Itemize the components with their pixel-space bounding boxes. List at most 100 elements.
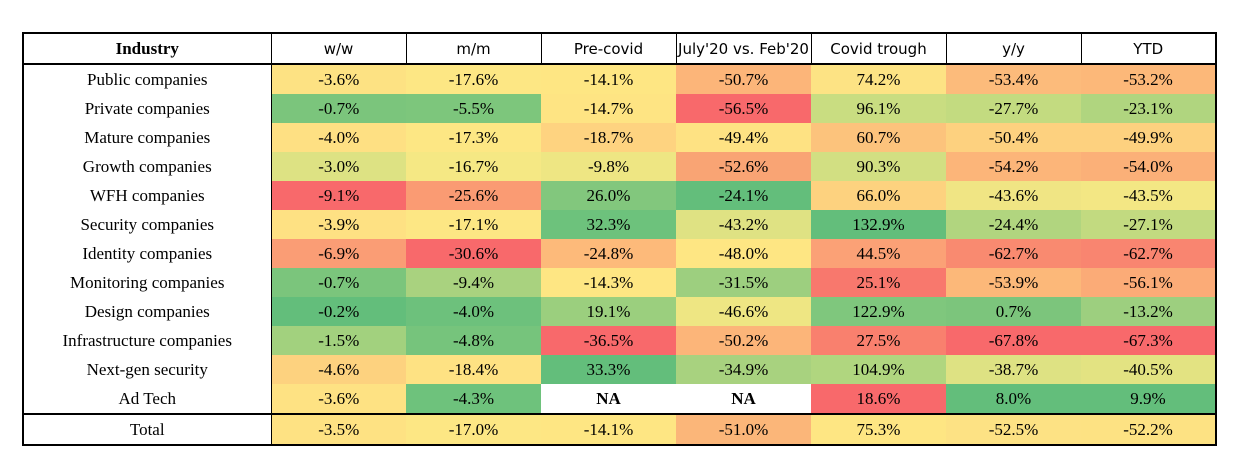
industry-name: Design companies — [22, 297, 272, 326]
industry-name: Security companies — [22, 210, 272, 239]
cell-mm: -4.8% — [406, 326, 541, 355]
table-row: Next-gen security -4.6% -18.4% 33.3% -34.9% 1… — [22, 355, 1217, 384]
cell-yy: -27.7% — [946, 94, 1081, 123]
table-row: Public companies -3.6% -17.6% -14.1% -50.7% 7… — [22, 64, 1217, 94]
cell-mm: -17.1% — [406, 210, 541, 239]
header-july-vs-feb: July'20 vs. Feb'20 — [675, 32, 811, 65]
header-covid-trough: Covid trough — [810, 32, 946, 65]
industry-name: Private companies — [22, 94, 272, 123]
cell-covid-trough: 60.7% — [811, 123, 946, 152]
cell-ytd: -56.1% — [1081, 268, 1217, 297]
table-row: Security companies -3.9% -17.1% 32.3% -43.2%… — [22, 210, 1217, 239]
cell-pre-covid: -14.1% — [541, 64, 676, 94]
cell-mm: -18.4% — [406, 355, 541, 384]
cell-yy: -43.6% — [946, 181, 1081, 210]
cell-ww: -3.9% — [271, 210, 406, 239]
total-label: Total — [22, 414, 272, 446]
cell-july-vs-feb: -43.2% — [676, 210, 811, 239]
industry-name: Ad Tech — [22, 384, 272, 415]
cell-mm: -17.6% — [406, 64, 541, 94]
total-cell-covid-trough: 75.3% — [811, 414, 946, 446]
cell-july-vs-feb: -49.4% — [676, 123, 811, 152]
total-cell-july-vs-feb: -51.0% — [676, 414, 811, 446]
cell-mm: -17.3% — [406, 123, 541, 152]
cell-yy: -53.4% — [946, 64, 1081, 94]
cell-pre-covid: 19.1% — [541, 297, 676, 326]
cell-yy: -24.4% — [946, 210, 1081, 239]
cell-july-vs-feb: -46.6% — [676, 297, 811, 326]
cell-ytd: -13.2% — [1081, 297, 1217, 326]
cell-ww: -0.7% — [271, 268, 406, 297]
industry-name: Public companies — [22, 64, 272, 94]
cell-july-vs-feb: NA — [676, 384, 811, 415]
cell-ww: -9.1% — [271, 181, 406, 210]
cell-july-vs-feb: -31.5% — [676, 268, 811, 297]
industry-name: Infrastructure companies — [22, 326, 272, 355]
cell-ytd: -49.9% — [1081, 123, 1217, 152]
table-row: Growth companies -3.0% -16.7% -9.8% -52.6% 90… — [22, 152, 1217, 181]
cell-pre-covid: -24.8% — [541, 239, 676, 268]
cell-pre-covid: -36.5% — [541, 326, 676, 355]
cell-covid-trough: 132.9% — [811, 210, 946, 239]
cell-yy: 0.7% — [946, 297, 1081, 326]
industry-name: Growth companies — [22, 152, 272, 181]
cell-ww: -4.0% — [271, 123, 406, 152]
cell-yy: -67.8% — [946, 326, 1081, 355]
cell-july-vs-feb: -50.7% — [676, 64, 811, 94]
cell-mm: -4.3% — [406, 384, 541, 415]
cell-ytd: -67.3% — [1081, 326, 1217, 355]
table-row: Mature companies -4.0% -17.3% -18.7% -49.4% 6… — [22, 123, 1217, 152]
cell-covid-trough: 96.1% — [811, 94, 946, 123]
industry-name: Identity companies — [22, 239, 272, 268]
cell-ww: -4.6% — [271, 355, 406, 384]
cell-pre-covid: 26.0% — [541, 181, 676, 210]
cell-yy: 8.0% — [946, 384, 1081, 415]
cell-covid-trough: 27.5% — [811, 326, 946, 355]
table-row: Design companies -0.2% -4.0% 19.1% -46.6% 122… — [22, 297, 1217, 326]
cell-ww: -3.0% — [271, 152, 406, 181]
cell-mm: -25.6% — [406, 181, 541, 210]
cell-covid-trough: 25.1% — [811, 268, 946, 297]
cell-mm: -4.0% — [406, 297, 541, 326]
cell-ytd: 9.9% — [1081, 384, 1217, 415]
cell-covid-trough: 18.6% — [811, 384, 946, 415]
header-industry: Industry — [22, 32, 271, 65]
cell-mm: -9.4% — [406, 268, 541, 297]
cell-ytd: -54.0% — [1081, 152, 1217, 181]
cell-pre-covid: -14.7% — [541, 94, 676, 123]
performance-table-container: Industry w/w m/m Pre-covid July'20 vs. F… — [22, 32, 1217, 446]
table-row: Monitoring companies -0.7% -9.4% -14.3% -31.… — [22, 268, 1217, 297]
cell-ytd: -40.5% — [1081, 355, 1217, 384]
total-row: Total -3.5% -17.0% -14.1% -51.0% 75.3% -… — [22, 414, 1217, 446]
industry-name: Mature companies — [22, 123, 272, 152]
table-row: Identity companies -6.9% -30.6% -24.8% -48.0… — [22, 239, 1217, 268]
total-cell-mm: -17.0% — [406, 414, 541, 446]
header-yy: y/y — [945, 32, 1081, 65]
cell-yy: -54.2% — [946, 152, 1081, 181]
cell-pre-covid: 32.3% — [541, 210, 676, 239]
cell-ytd: -62.7% — [1081, 239, 1217, 268]
cell-july-vs-feb: -52.6% — [676, 152, 811, 181]
cell-mm: -5.5% — [406, 94, 541, 123]
table-row: Private companies -0.7% -5.5% -14.7% -56.5% 9… — [22, 94, 1217, 123]
cell-ytd: -43.5% — [1081, 181, 1217, 210]
cell-pre-covid: -9.8% — [541, 152, 676, 181]
cell-july-vs-feb: -50.2% — [676, 326, 811, 355]
cell-pre-covid: NA — [541, 384, 676, 415]
cell-pre-covid: -18.7% — [541, 123, 676, 152]
total-cell-yy: -52.5% — [946, 414, 1081, 446]
cell-covid-trough: 122.9% — [811, 297, 946, 326]
cell-ww: -6.9% — [271, 239, 406, 268]
cell-july-vs-feb: -48.0% — [676, 239, 811, 268]
cell-july-vs-feb: -34.9% — [676, 355, 811, 384]
table-row: Ad Tech -3.6% -4.3% NA NA 18.6% 8.0% 9.9% — [22, 384, 1217, 415]
cell-mm: -30.6% — [406, 239, 541, 268]
cell-yy: -38.7% — [946, 355, 1081, 384]
cell-ww: -0.2% — [271, 297, 406, 326]
total-cell-ww: -3.5% — [271, 414, 406, 446]
cell-ww: -0.7% — [271, 94, 406, 123]
cell-pre-covid: -14.3% — [541, 268, 676, 297]
total-cell-pre-covid: -14.1% — [541, 414, 676, 446]
cell-covid-trough: 104.9% — [811, 355, 946, 384]
cell-mm: -16.7% — [406, 152, 541, 181]
